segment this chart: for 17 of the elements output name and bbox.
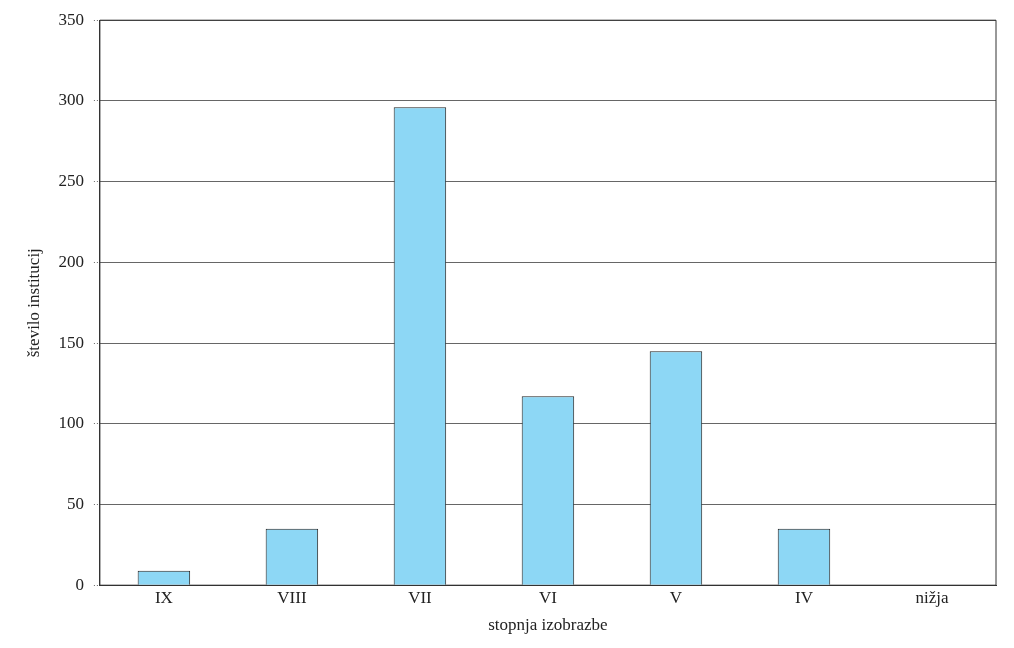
x-tick-label: V [669, 587, 683, 607]
y-tick-label: 100 [58, 413, 84, 433]
y-tick-label: 150 [58, 332, 84, 352]
x-tick-label: VIII [277, 587, 307, 607]
y-tick-label: 350 [58, 9, 84, 29]
y-tick-label: 0 [75, 574, 84, 594]
y-tick-label: 250 [58, 171, 84, 191]
y-tick-label: 200 [58, 251, 84, 271]
y-axis-title: število institucij [23, 248, 43, 358]
x-tick-label: VI [538, 587, 558, 607]
x-tick-label: IV [795, 587, 814, 607]
y-tick-label: 300 [58, 90, 84, 110]
x-tick-label: nižja [915, 587, 949, 607]
x-tick-label: VII [408, 587, 433, 607]
y-tick-label: 50 [66, 493, 84, 513]
x-axis-title: stopnja izobrazbe [488, 615, 608, 635]
x-tick-label: IX [154, 587, 173, 607]
